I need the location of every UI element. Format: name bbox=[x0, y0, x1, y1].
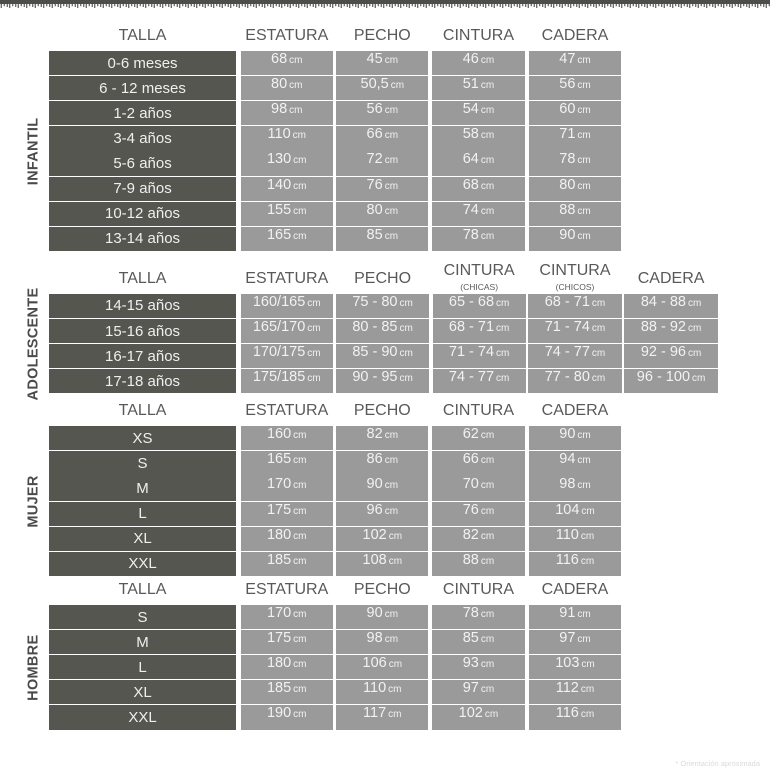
svg-text:INFANTIL: INFANTIL bbox=[25, 118, 41, 186]
svg-text:ADOLESCENTE: ADOLESCENTE bbox=[25, 288, 41, 401]
svg-text:MUJER: MUJER bbox=[25, 475, 41, 527]
svg-text:HOMBRE: HOMBRE bbox=[25, 635, 41, 701]
